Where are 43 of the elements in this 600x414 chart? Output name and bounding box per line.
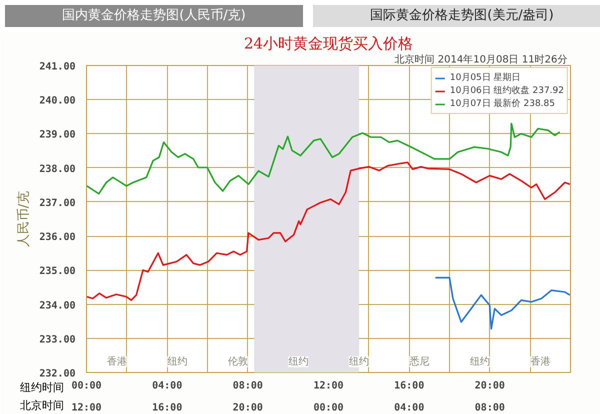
line-series <box>86 122 561 195</box>
annotation: 纽约 <box>348 355 369 368</box>
y-tick-label: 236.00 <box>39 232 76 244</box>
x2-tick-label: 04:00 <box>394 402 424 414</box>
text: 国际黄金价格走势图(美元/盎司) <box>370 7 554 25</box>
x-tick-label: 00:00 <box>71 380 102 392</box>
y-tick-label: 233.00 <box>39 334 76 346</box>
y-tick-label: 241.00 <box>39 62 76 72</box>
text: 国内黄金价格走势图(人民币/克) <box>62 7 246 25</box>
x-axis-title: 纽约时间 <box>20 381 64 395</box>
y-tick-label: 232.00 <box>39 368 76 380</box>
y-tick-label: 240.00 <box>39 96 76 107</box>
legend-label: 10月06日 纽约收盘 237.92 <box>450 84 564 97</box>
y-axis-title: 人民币/克 <box>16 190 32 248</box>
line-series <box>86 162 570 301</box>
annotation: 香港 <box>530 355 550 368</box>
annotation: 纽约 <box>470 355 490 368</box>
y-tick-label: 234.00 <box>39 300 76 312</box>
x-tick-label: 12:00 <box>313 380 344 392</box>
line-series <box>434 276 570 330</box>
x-tick-label: 08:00 <box>232 380 263 392</box>
chart-subtitle: 北京时间 2014年10月08日 11时26分 <box>394 54 568 66</box>
x2-tick-label: 12:00 <box>71 402 102 414</box>
annotation: 香港 <box>106 355 127 368</box>
x2-tick-label: 16:00 <box>152 402 182 414</box>
annotation: 纽约 <box>288 355 308 368</box>
annotation: 悉尼 <box>408 355 430 368</box>
y-tick-label: 237.00 <box>39 198 76 209</box>
legend-label: 10月07日 最新价 238.85 <box>450 98 555 110</box>
x2-axis-title: 北京时间 <box>20 399 64 413</box>
legend-label: 10月05日 星期日 <box>450 72 521 84</box>
x2-tick-label: 00:00 <box>313 402 344 414</box>
x-tick-label: 04:00 <box>152 380 182 392</box>
y-tick-label: 238.00 <box>39 164 76 175</box>
annotation: 伦敦 <box>228 355 248 368</box>
chart-title: 24小时黄金现货买入价格 <box>244 34 414 52</box>
x-tick-label: 20:00 <box>474 380 505 392</box>
y-tick-label: 235.00 <box>39 266 76 278</box>
x-tick-label: 16:00 <box>394 380 424 392</box>
x2-tick-label: 08:00 <box>474 402 505 414</box>
x2-tick-label: 20:00 <box>232 402 263 414</box>
y-tick-label: 239.00 <box>39 130 76 141</box>
annotation: 纽约 <box>167 355 188 368</box>
